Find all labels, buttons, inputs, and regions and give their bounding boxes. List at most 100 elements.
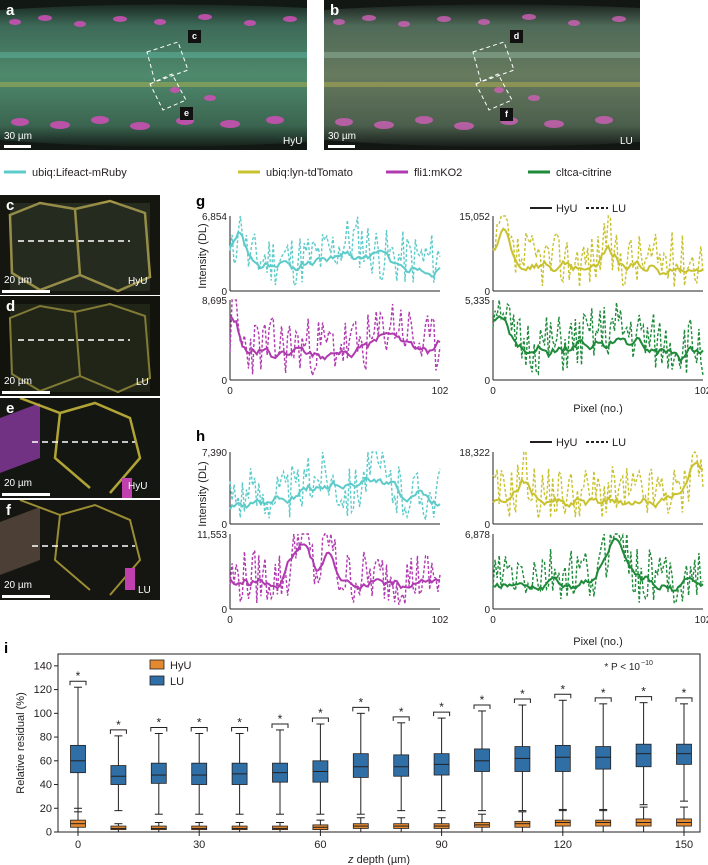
panel-letter-c: c [6, 197, 15, 214]
legend-hyu-swatch [149, 659, 165, 670]
ytick-label-3: 60 [40, 755, 52, 767]
sig-star-2: * [156, 716, 161, 730]
box-body-hyu-1 [110, 825, 127, 831]
sig-bracket-13 [594, 697, 612, 702]
profile-line-lu-h-magenta [229, 533, 441, 605]
micrograph-c: 20 µm HyU [0, 195, 160, 295]
scale-bar-label-b: 30 µm [328, 131, 356, 142]
xtick-label-5: 150 [675, 839, 693, 851]
profile-line-lu-h-yellow [492, 451, 704, 519]
sig-star-8: * [399, 705, 404, 719]
profile-plot-h-yellow: 18,322 0 [459, 448, 704, 531]
panel-letter-b: b [330, 2, 340, 19]
sig-star-15: * [682, 686, 687, 700]
sig-star-14: * [641, 685, 646, 699]
legend-lu-label: LU [170, 676, 184, 688]
sig-bracket-5 [271, 723, 289, 728]
box-lu-3 [191, 733, 208, 815]
inset-label-e: e [180, 107, 193, 120]
profile-plot-g-magenta: 8,695 00 102 [202, 296, 449, 397]
legend-label-2: fli1:mKO2 [414, 167, 462, 179]
micrograph-d: 20 µm LU [0, 296, 160, 396]
profile-line-lu-h-green [492, 532, 704, 605]
legend-label-3: cltca-citrine [556, 167, 612, 179]
box-lu-11 [514, 704, 531, 812]
box-body-lu-8 [393, 754, 410, 777]
box-body-lu-11 [514, 746, 531, 772]
profile-ymax-g-magenta: 8,695 [202, 296, 227, 307]
inset-label-c: c [188, 30, 201, 43]
profile-xlabel-h: Pixel (no.) [573, 636, 623, 648]
condition-label-f: LU [138, 585, 151, 596]
micrograph-a: c e 30 µm HyU [0, 0, 307, 150]
xtick-label-2: 60 [314, 839, 326, 851]
box-hyu-13 [595, 808, 612, 833]
profile-legend-solid-label-1: HyU [556, 437, 577, 449]
inset-label-d: d [510, 30, 523, 43]
box-xlabel-rest: depth (µm) [354, 854, 410, 865]
profile-ymin-h-green: 0 [484, 605, 490, 616]
box-lu-7 [352, 712, 369, 815]
box-body-lu-2 [150, 762, 167, 784]
ytick-label-4: 80 [40, 732, 52, 744]
profile-ymax-g-cyan: 6,854 [202, 212, 227, 223]
xtick-label-0: 0 [75, 839, 81, 851]
profile-ymin-g-cyan: 0 [221, 287, 227, 298]
profile-line-lu-g-yellow [492, 214, 704, 287]
ytick-label-7: 140 [34, 660, 52, 672]
sig-bracket-12 [554, 693, 572, 699]
profile-xmin-g-green: 0 [490, 386, 496, 397]
sig-bracket-3 [190, 727, 208, 732]
box-hyu-6 [312, 819, 329, 833]
box-body-hyu-11 [514, 820, 531, 828]
condition-label-e: HyU [128, 481, 148, 492]
scale-bar-label-f: 20 µm [4, 580, 32, 591]
xtick-label-3: 90 [435, 839, 447, 851]
box-lu-12 [554, 699, 571, 812]
sig-star-0: * [76, 669, 81, 683]
box-lu-0 [70, 686, 86, 813]
sig-star-7: * [358, 695, 363, 709]
box-hyu-1 [110, 823, 127, 833]
micrograph-a-image [0, 0, 307, 150]
box-body-lu-13 [595, 746, 612, 770]
profile-line-lu-g-cyan [229, 215, 441, 287]
profile-xmin-g-magenta: 0 [227, 386, 233, 397]
condition-label-a: HyU [283, 136, 303, 147]
legend-hyu-label: HyU [170, 660, 191, 672]
box-lu-2 [150, 733, 167, 815]
micrograph-e: 20 µm HyU [0, 398, 160, 498]
box-lu-14 [635, 702, 652, 806]
box-hyu-9 [433, 817, 450, 833]
sig-star-4: * [237, 716, 242, 730]
box-lu-9 [433, 717, 450, 812]
box-body-lu-12 [554, 744, 571, 772]
sig-bracket-2 [150, 727, 168, 732]
profile-xlabel-g: Pixel (no.) [573, 403, 623, 415]
box-body-hyu-12 [554, 819, 571, 827]
panel-letter-f: f [6, 502, 11, 519]
profile-line-lu-g-green [492, 299, 704, 376]
box-body-hyu-13 [595, 819, 612, 827]
sig-bracket-1 [109, 729, 127, 734]
micrograph-b-image [324, 0, 640, 150]
sig-bracket-8 [392, 716, 410, 721]
box-body-lu-14 [635, 743, 652, 768]
channel-legend: ubiq:Lifeact-mRuby ubiq:lyn-tdTomato fli1:… [0, 160, 708, 180]
ytick-label-6: 120 [34, 684, 52, 696]
residual-boxplot: 0 20 40 60 80 100 120 140 0 30 60 90 120 150 Relative … [15, 653, 701, 865]
profile-line-hyu-g-yellow [492, 227, 704, 276]
panel-letter-h: h [196, 428, 206, 445]
profile-line-hyu-g-magenta [229, 315, 441, 361]
sig-bracket-10 [473, 704, 491, 709]
panel-letter-i: i [4, 640, 9, 657]
micrograph-b: d f 30 µm LU [324, 0, 640, 150]
box-lu-1 [110, 735, 127, 812]
profile-xmin-h-green: 0 [490, 615, 496, 626]
scale-bar-label-e: 20 µm [4, 478, 32, 489]
box-body-lu-1 [110, 765, 127, 785]
box-body-hyu-3 [191, 825, 208, 831]
sig-bracket-0 [69, 680, 87, 686]
profile-ymax-g-green: 5,335 [465, 296, 490, 307]
profile-line-hyu-h-cyan [229, 476, 441, 510]
